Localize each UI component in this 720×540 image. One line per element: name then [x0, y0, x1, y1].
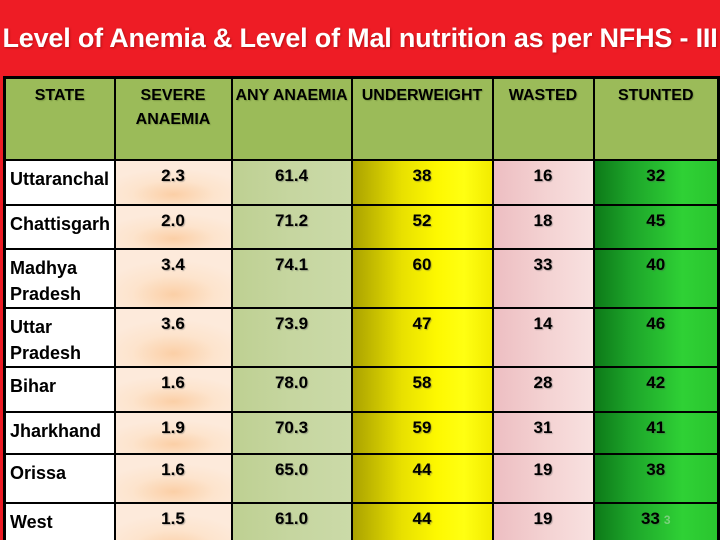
cell-wasted: 31 [491, 410, 595, 455]
cell-stunted: 32 [592, 158, 720, 206]
table-row: Madhya Pradesh 3.4 74.1 60 33 40 [3, 247, 720, 309]
cell-severe-anaemia: 1.6 [113, 365, 233, 413]
column-header-stunted: STUNTED [592, 76, 720, 161]
cell-wasted: 18 [491, 203, 595, 250]
column-header-any-anaemia: ANY ANAEMIA [230, 76, 353, 161]
cell-underweight: 44 [350, 452, 494, 504]
cell-severe-anaemia: 2.0 [113, 203, 233, 250]
slide-number-fragment: 3 [663, 512, 671, 527]
column-header-state: STATE [3, 76, 116, 161]
cell-underweight: 47 [350, 306, 494, 368]
cell-state: Jharkhand [3, 410, 116, 455]
cell-wasted: 33 [491, 247, 595, 309]
cell-stunted: 46 [592, 306, 720, 368]
cell-stunted: 33 3 [592, 501, 720, 540]
cell-any-anaemia: 70.3 [230, 410, 353, 455]
cell-severe-anaemia: 1.6 [113, 452, 233, 504]
cell-severe-anaemia: 3.6 [113, 306, 233, 368]
column-header-underweight: UNDERWEIGHT [350, 76, 494, 161]
cell-stunted-value: 33 [640, 508, 660, 528]
cell-severe-anaemia: 1.9 [113, 410, 233, 455]
cell-wasted: 14 [491, 306, 595, 368]
cell-underweight: 52 [350, 203, 494, 250]
cell-underweight: 44 [350, 501, 494, 540]
cell-severe-anaemia: 1.5 [113, 501, 233, 540]
table-row: Bihar 1.6 78.0 58 28 42 [3, 365, 720, 413]
cell-state: Madhya Pradesh [3, 247, 116, 309]
table-row: Chattisgarh 2.0 71.2 52 18 45 [3, 203, 720, 250]
cell-stunted: 40 [592, 247, 720, 309]
table-row: Orissa 1.6 65.0 44 19 38 [3, 452, 720, 504]
cell-state: West Bengal [3, 501, 116, 540]
cell-wasted: 19 [491, 452, 595, 504]
cell-any-anaemia: 71.2 [230, 203, 353, 250]
cell-state: Uttar Pradesh [3, 306, 116, 368]
table-row: West Bengal 1.5 61.0 44 19 333 [3, 501, 720, 540]
cell-any-anaemia: 65.0 [230, 452, 353, 504]
page-title: Level of Anemia & Level of Mal nutrition… [2, 22, 718, 53]
cell-underweight: 38 [350, 158, 494, 206]
cell-stunted: 45 [592, 203, 720, 250]
cell-state: Orissa [3, 452, 116, 504]
cell-any-anaemia: 73.9 [230, 306, 353, 368]
cell-state: Uttaranchal [3, 158, 116, 206]
table-header-row: STATE SEVERE ANAEMIA ANY ANAEMIA UNDERWE… [3, 76, 720, 161]
cell-stunted: 38 [592, 452, 720, 504]
cell-severe-anaemia: 2.3 [113, 158, 233, 206]
cell-underweight: 58 [350, 365, 494, 413]
cell-severe-anaemia: 3.4 [113, 247, 233, 309]
cell-underweight: 59 [350, 410, 494, 455]
cell-wasted: 28 [491, 365, 595, 413]
cell-state: Chattisgarh [3, 203, 116, 250]
table-area: STATE SEVERE ANAEMIA ANY ANAEMIA UNDERWE… [0, 76, 720, 540]
cell-any-anaemia: 61.4 [230, 158, 353, 206]
cell-any-anaemia: 61.0 [230, 501, 353, 540]
column-header-wasted: WASTED [491, 76, 595, 161]
cell-stunted: 42 [592, 365, 720, 413]
anemia-malnutrition-table: STATE SEVERE ANAEMIA ANY ANAEMIA UNDERWE… [3, 76, 720, 540]
cell-stunted: 41 [592, 410, 720, 455]
cell-wasted: 16 [491, 158, 595, 206]
cell-any-anaemia: 78.0 [230, 365, 353, 413]
column-header-severe-anaemia: SEVERE ANAEMIA [113, 76, 233, 161]
table-row: Jharkhand 1.9 70.3 59 31 41 [3, 410, 720, 455]
table-row: Uttaranchal 2.3 61.4 38 16 32 [3, 158, 720, 206]
cell-any-anaemia: 74.1 [230, 247, 353, 309]
title-band: Level of Anemia & Level of Mal nutrition… [0, 0, 720, 76]
cell-underweight: 60 [350, 247, 494, 309]
cell-state: Bihar [3, 365, 116, 413]
cell-wasted: 19 [491, 501, 595, 540]
table-row: Uttar Pradesh 3.6 73.9 47 14 46 [3, 306, 720, 368]
